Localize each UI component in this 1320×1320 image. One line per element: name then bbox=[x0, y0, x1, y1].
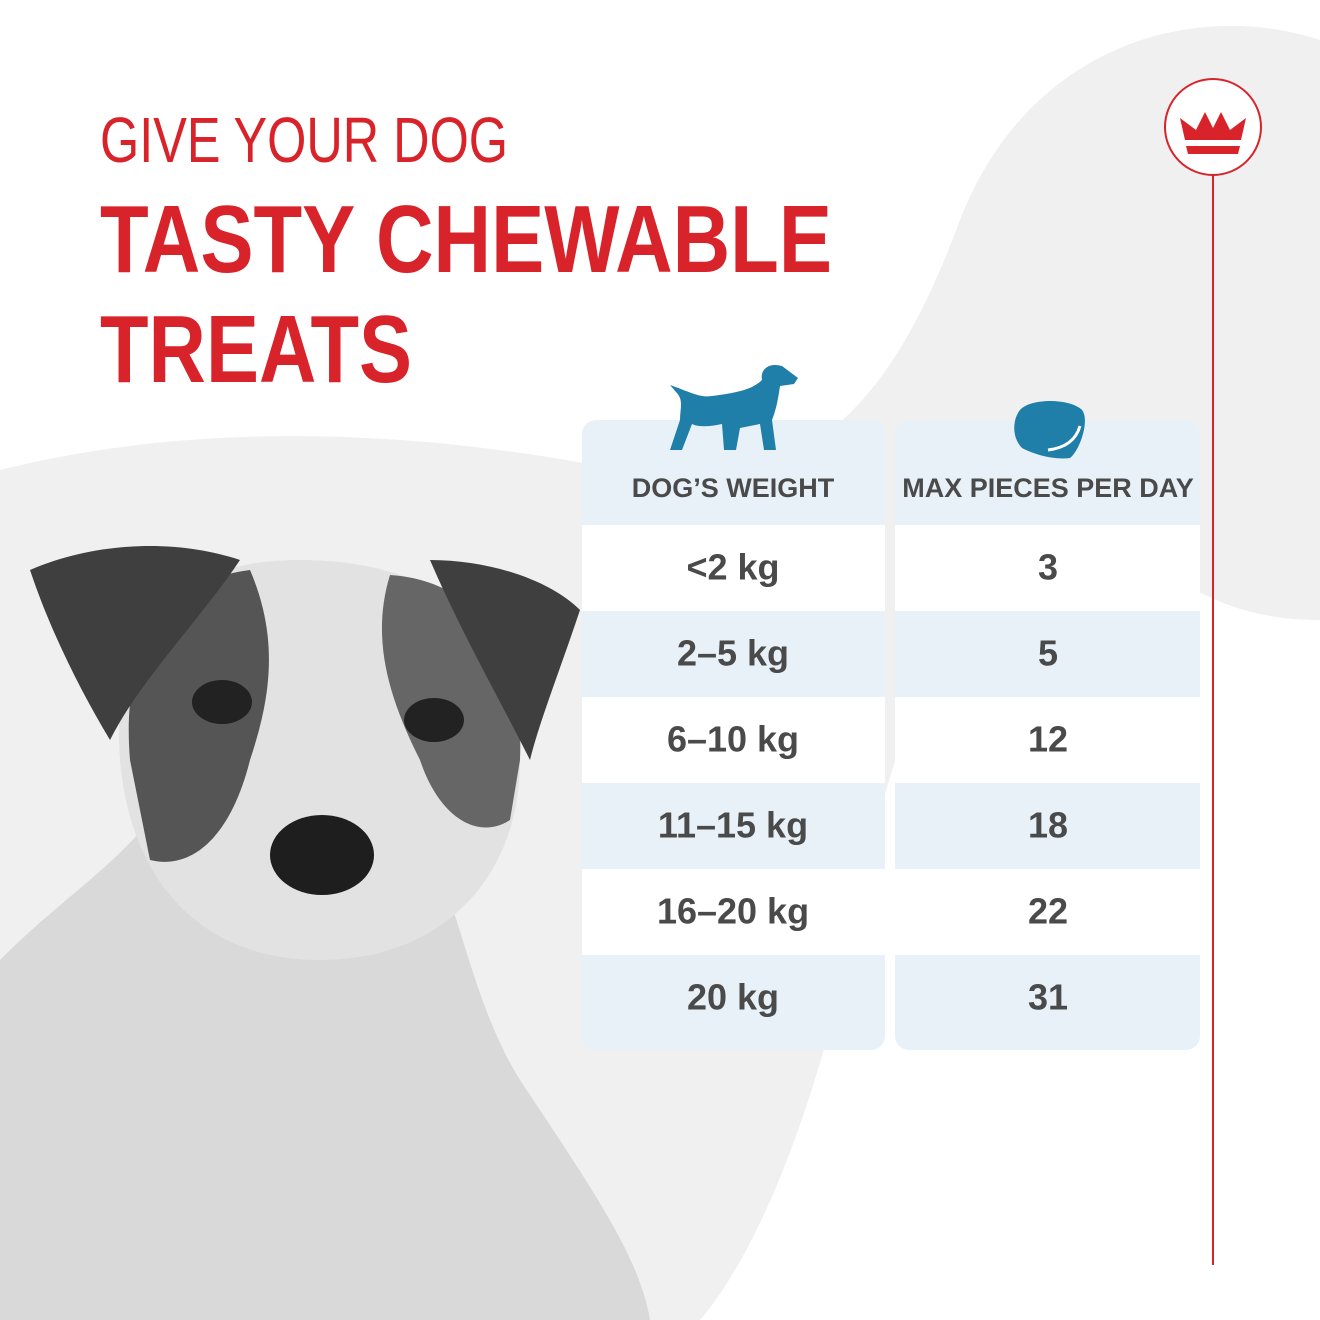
table-cell: 11–15 kg bbox=[658, 805, 808, 846]
table-cell: 6–10 kg bbox=[667, 719, 799, 760]
table-cell: 12 bbox=[1028, 719, 1068, 760]
table-cell: 16–20 kg bbox=[657, 891, 809, 932]
headline-line: TREATS bbox=[100, 296, 412, 403]
table-cell: 5 bbox=[1038, 633, 1058, 674]
table-cell: 20 kg bbox=[687, 977, 779, 1018]
dog-photo bbox=[0, 546, 650, 1320]
table-cell: 22 bbox=[1028, 891, 1068, 932]
column-header: MAX PIECES PER DAY bbox=[902, 473, 1194, 503]
row-background bbox=[582, 525, 885, 611]
treat-icon bbox=[1047, 425, 1082, 452]
headline-line: GIVE YOUR DOG bbox=[100, 104, 508, 176]
logo bbox=[1164, 78, 1262, 176]
table-cell: 3 bbox=[1038, 547, 1058, 588]
row-background bbox=[582, 869, 885, 955]
row-background bbox=[895, 697, 1200, 783]
column-header: DOG’S WEIGHT bbox=[632, 473, 835, 503]
table-cell: 18 bbox=[1028, 805, 1068, 846]
row-background bbox=[895, 869, 1200, 955]
dog-icon bbox=[670, 364, 798, 450]
headline-line: TASTY CHEWABLE bbox=[100, 186, 832, 293]
crown-icon bbox=[1180, 112, 1246, 154]
row-background bbox=[582, 697, 885, 783]
table-cell: <2 kg bbox=[686, 547, 779, 588]
table-cell: 2–5 kg bbox=[677, 633, 789, 674]
table-body: <2 kg 3 2–5 kg 5 6–10 kg 12 11–15 kg 18 16–20 kg… bbox=[582, 525, 1200, 1018]
table-cell: 31 bbox=[1028, 977, 1068, 1018]
row-background bbox=[895, 525, 1200, 611]
